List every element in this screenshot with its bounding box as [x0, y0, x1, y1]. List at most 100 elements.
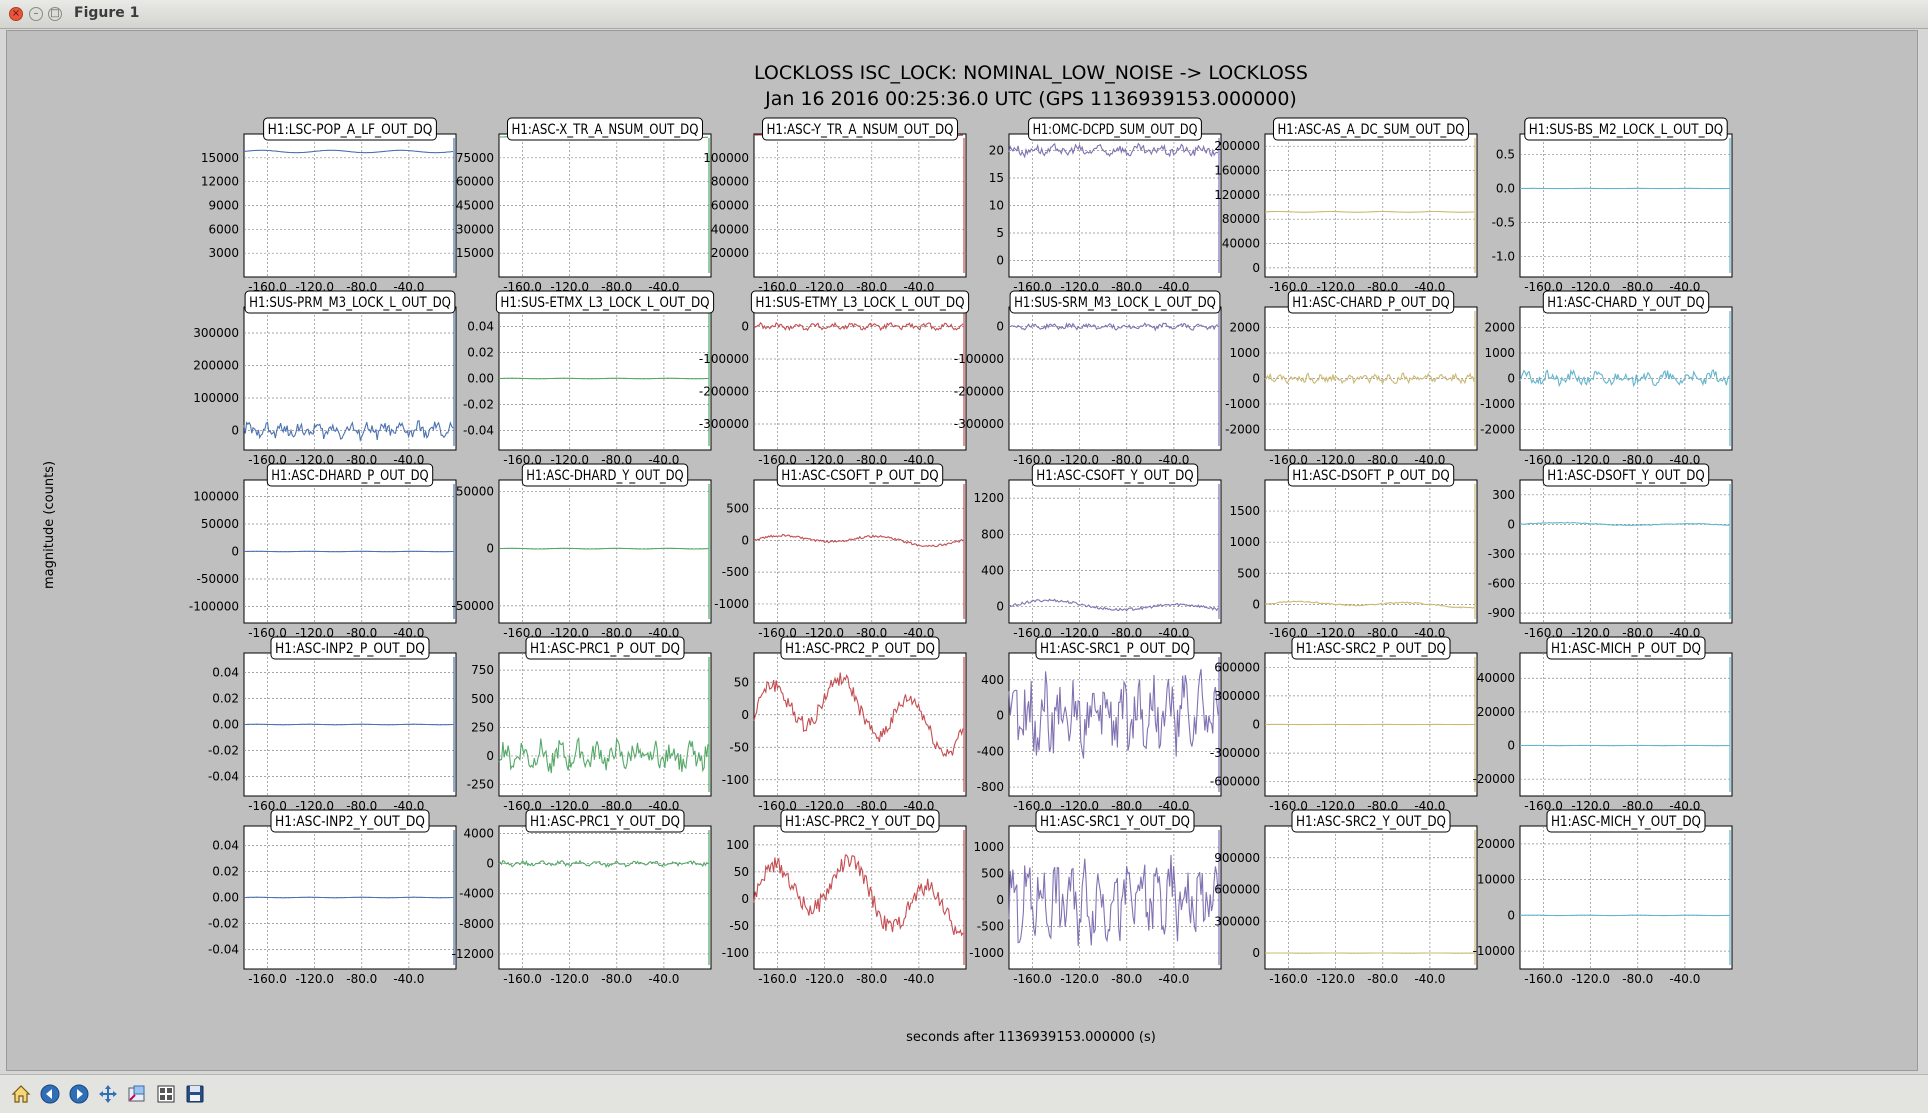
window-minimize-button[interactable]: –	[29, 7, 43, 21]
y-tick-label: -300000	[954, 417, 1004, 431]
y-tick-label: 0	[1252, 946, 1260, 960]
save-button[interactable]	[182, 1081, 208, 1107]
subplot-16: -160.0-120.0-80.0-40.004008001200H1:ASC-…	[973, 464, 1221, 640]
subplot-title: H1:ASC-INP2_Y_OUT_DQ	[275, 814, 425, 830]
y-tick-label: 0.5	[1496, 147, 1515, 161]
x-tick-label: -80.0	[601, 972, 632, 986]
x-tick-label: -160.0	[503, 972, 542, 986]
save-disk-icon	[184, 1083, 206, 1105]
y-tick-label: 0.00	[212, 718, 239, 732]
y-tick-label: 50	[734, 865, 749, 879]
subplot-6: -160.0-120.0-80.0-40.0-1.0-0.50.00.5H1:S…	[1492, 118, 1732, 294]
y-tick-label: 45000	[456, 199, 494, 213]
subplots-button[interactable]	[153, 1081, 179, 1107]
subplot-29: -160.0-120.0-80.0-40.0030000060000090000…	[1214, 810, 1477, 986]
forward-button[interactable]	[66, 1081, 92, 1107]
y-tick-label: 0.02	[467, 346, 494, 360]
y-tick-label: 0	[1507, 372, 1515, 386]
y-tick-label: 160000	[1214, 164, 1260, 178]
x-tick-label: -120.0	[805, 972, 844, 986]
y-tick-label: 5	[996, 226, 1004, 240]
x-tick-label: -160.0	[1013, 972, 1052, 986]
x-tick-label: -120.0	[1316, 972, 1355, 986]
subplot-27: -160.0-120.0-80.0-40.0-100-50050100H1:AS…	[722, 810, 966, 986]
subplot-title: H1:ASC-AS_A_DC_SUM_OUT_DQ	[1278, 122, 1465, 138]
y-tick-label: 0	[486, 749, 494, 763]
y-tick-label: -800	[977, 780, 1004, 794]
y-tick-label: 100000	[193, 391, 239, 405]
y-tick-label: 20000	[1477, 837, 1515, 851]
y-tick-label: 20000	[1477, 705, 1515, 719]
data-trace	[244, 724, 453, 725]
subplot-30: -160.0-120.0-80.0-40.0-1000001000020000H…	[1472, 810, 1732, 986]
figure-xlabel: seconds after 1136939153.000000 (s)	[906, 1030, 1156, 1045]
x-tick-label: -160.0	[758, 972, 797, 986]
y-tick-label: 500	[471, 692, 494, 706]
subplot-title: H1:SUS-PRM_M3_LOCK_L_OUT_DQ	[249, 295, 451, 311]
y-tick-label: -50000	[196, 572, 239, 586]
y-tick-label: -500	[722, 565, 749, 579]
home-button[interactable]	[8, 1081, 34, 1107]
y-tick-label: -2000	[1225, 423, 1260, 437]
y-tick-label: -600	[1488, 577, 1515, 591]
y-tick-label: 0	[1507, 908, 1515, 922]
window-title: Figure 1	[74, 5, 139, 21]
y-tick-label: -100000	[699, 352, 749, 366]
back-button[interactable]	[37, 1081, 63, 1107]
y-tick-label: 400	[981, 564, 1004, 578]
subplot-title: H1:ASC-SRC1_P_OUT_DQ	[1040, 641, 1190, 657]
axes-frame	[499, 826, 711, 969]
y-tick-label: -50	[729, 919, 749, 933]
x-tick-label: -40.0	[1158, 972, 1189, 986]
subplot-10: -160.0-120.0-80.0-40.0-300000-200000-100…	[954, 291, 1221, 467]
y-tick-label: -300	[1488, 547, 1515, 561]
subplot-25: -160.0-120.0-80.0-40.0-0.04-0.020.000.02…	[208, 810, 456, 986]
subplot-title: H1:ASC-X_TR_A_NSUM_OUT_DQ	[512, 122, 699, 138]
y-tick-label: -300000	[699, 417, 749, 431]
y-tick-label: -100	[722, 773, 749, 787]
zoom-button[interactable]	[124, 1081, 150, 1107]
y-tick-label: 500	[726, 502, 749, 516]
x-tick-label: -120.0	[1060, 972, 1099, 986]
subplot-21: -160.0-120.0-80.0-40.0-100-50050H1:ASC-P…	[722, 637, 966, 813]
subplot-title: H1:ASC-PRC1_P_OUT_DQ	[530, 641, 680, 657]
subplot-title: H1:SUS-SRM_M3_LOCK_L_OUT_DQ	[1014, 295, 1216, 311]
axes-frame	[1520, 653, 1732, 796]
subplot-title: H1:ASC-MICH_P_OUT_DQ	[1551, 641, 1701, 657]
y-tick-label: 250	[471, 720, 494, 734]
subplot-22: -160.0-120.0-80.0-40.0-800-4000400H1:ASC…	[977, 637, 1221, 813]
y-tick-label: 4000	[463, 827, 494, 841]
y-tick-label: 60000	[456, 175, 494, 189]
axes-frame	[754, 653, 966, 796]
y-tick-label: 600000	[1214, 660, 1260, 674]
y-tick-label: 0.04	[467, 320, 494, 334]
y-tick-label: 500	[1237, 566, 1260, 580]
subplot-title: H1:ASC-DHARD_Y_OUT_DQ	[526, 468, 683, 484]
home-icon	[10, 1083, 32, 1105]
data-trace	[499, 378, 708, 379]
pan-button[interactable]	[95, 1081, 121, 1107]
y-tick-label: 80000	[711, 175, 749, 189]
y-tick-label: 900000	[1214, 851, 1260, 865]
x-tick-label: -40.0	[648, 972, 679, 986]
subplot-9: -160.0-120.0-80.0-40.0-300000-200000-100…	[699, 291, 969, 467]
window-close-button[interactable]: ×	[9, 7, 23, 21]
y-tick-label: 0	[741, 892, 749, 906]
y-tick-label: 0	[741, 320, 749, 334]
x-tick-label: -120.0	[550, 972, 589, 986]
y-tick-label: 1200	[973, 491, 1004, 505]
x-tick-label: -40.0	[903, 972, 934, 986]
window-maximize-button[interactable]: □	[48, 7, 62, 21]
subplot-11: -160.0-120.0-80.0-40.0-2000-100001000200…	[1225, 291, 1477, 467]
navigation-toolbar	[0, 1074, 1928, 1113]
subplot-title: H1:LSC-POP_A_LF_OUT_DQ	[268, 122, 433, 138]
y-tick-label: 75000	[456, 151, 494, 165]
figure-ylabel: magnitude (counts)	[42, 461, 57, 589]
subplot-19: -160.0-120.0-80.0-40.0-0.04-0.020.000.02…	[208, 637, 456, 813]
subplot-15: -160.0-120.0-80.0-40.0-1000-5000500H1:AS…	[714, 464, 966, 640]
subplot-title: H1:OMC-DCPD_SUM_OUT_DQ	[1033, 122, 1198, 138]
subplot-3: -160.0-120.0-80.0-40.0200004000060000800…	[703, 118, 966, 294]
subplot-5: -160.0-120.0-80.0-40.0040000800001200001…	[1214, 118, 1477, 294]
y-tick-label: 10	[989, 199, 1004, 213]
subplots-config-icon	[155, 1083, 177, 1105]
